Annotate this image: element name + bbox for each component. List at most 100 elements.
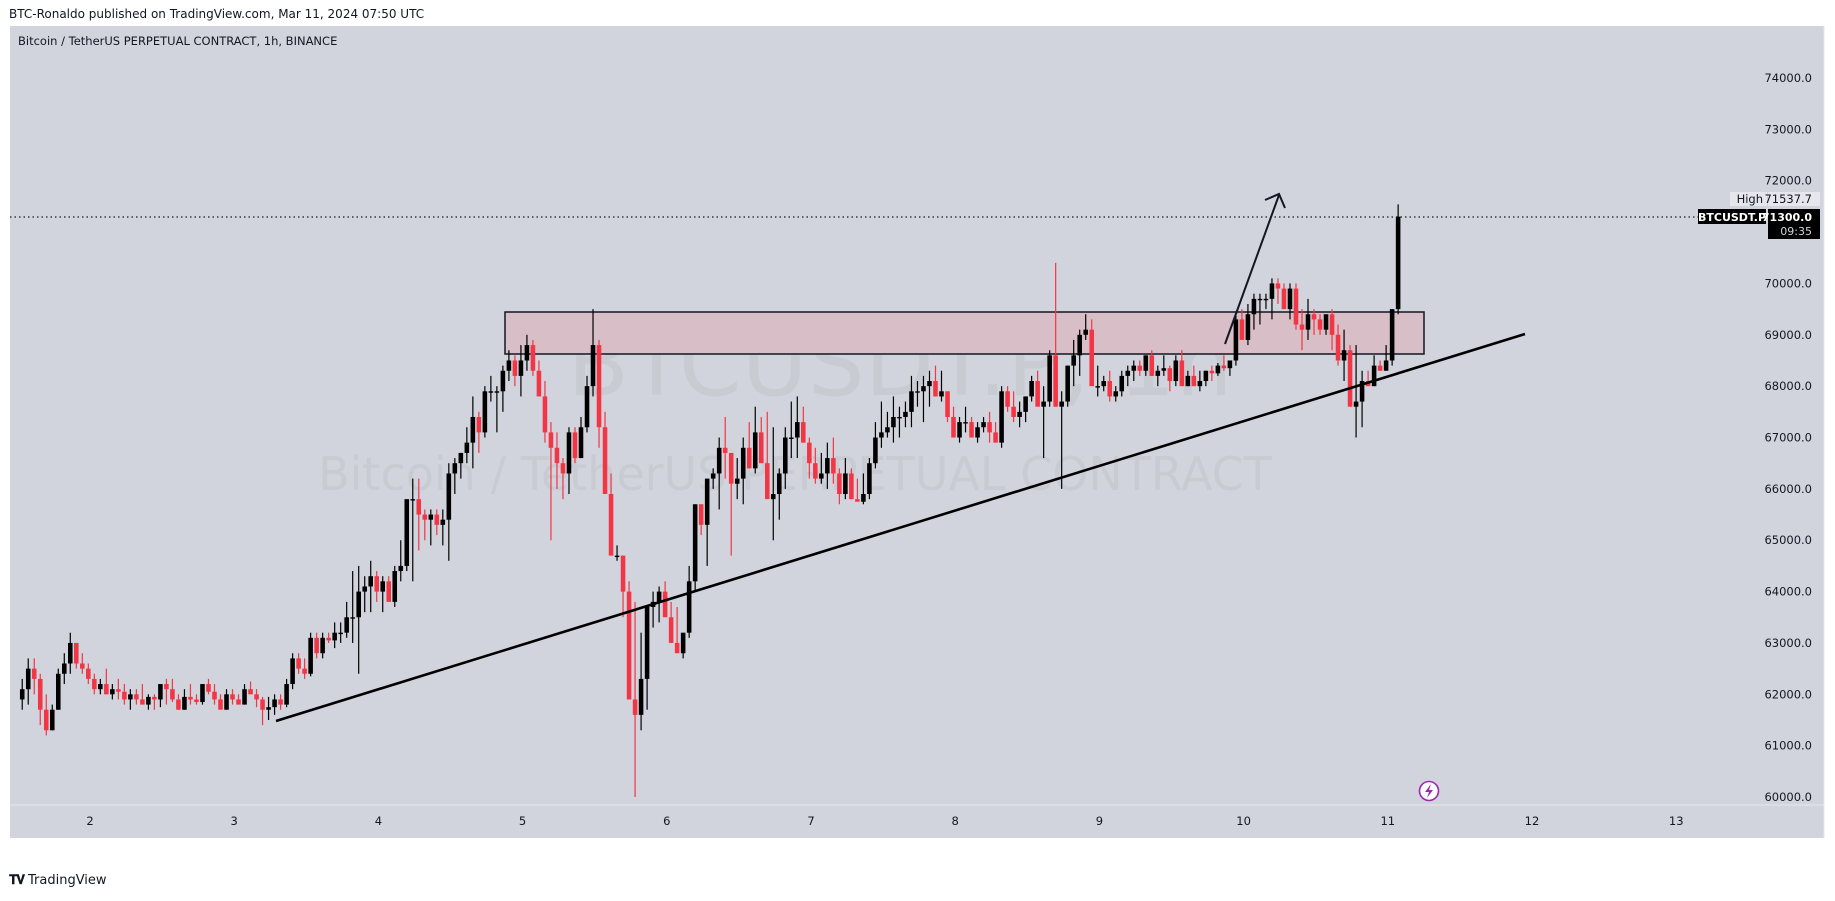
candle-body bbox=[98, 684, 103, 690]
candle-body bbox=[1281, 288, 1287, 310]
candle-body bbox=[416, 499, 422, 515]
candle-body bbox=[1065, 365, 1070, 402]
candle-body bbox=[789, 437, 794, 439]
candle-body bbox=[206, 684, 211, 692]
candle-body bbox=[602, 427, 608, 495]
candle-body bbox=[1131, 365, 1137, 371]
price-tick-label: 73000.0 bbox=[1764, 122, 1812, 136]
symbol-title[interactable]: Bitcoin / TetherUS PERPETUAL CONTRACT, 1… bbox=[18, 34, 338, 48]
candle-body bbox=[1233, 319, 1239, 361]
candle-body bbox=[1359, 381, 1365, 402]
candle-body bbox=[1389, 309, 1395, 361]
candle-body bbox=[957, 422, 962, 438]
price-tick-label: 69000.0 bbox=[1764, 328, 1812, 342]
candle-body bbox=[1143, 355, 1149, 371]
candle-body bbox=[873, 437, 878, 464]
candle-body bbox=[1251, 298, 1257, 315]
candle-body bbox=[668, 617, 674, 643]
candle-body bbox=[813, 463, 818, 479]
candle-body bbox=[1371, 365, 1377, 387]
candle-body bbox=[1047, 355, 1052, 402]
price-axis[interactable]: 74000.0 73000.0 72000.0 70000.0 69000.0 68000… bbox=[1764, 71, 1812, 804]
price-tick-label: 74000.0 bbox=[1764, 71, 1812, 85]
tradingview-logo[interactable]: 𝐓𝐕 TradingView bbox=[9, 873, 107, 888]
candle-body bbox=[1035, 381, 1040, 407]
candle-body bbox=[1023, 396, 1028, 412]
candle-body bbox=[1041, 401, 1046, 407]
time-tick-label: 12 bbox=[1525, 814, 1540, 828]
lightning-event-icon[interactable] bbox=[1418, 780, 1440, 802]
time-axis[interactable]: 2 3 4 5 6 7 8 9 10 11 12 13 bbox=[86, 814, 1683, 828]
breakout-arrow[interactable] bbox=[1224, 192, 1286, 345]
candle-body bbox=[542, 396, 548, 433]
candle-body bbox=[620, 555, 626, 592]
candle-body bbox=[302, 668, 307, 674]
candle-body bbox=[1005, 391, 1010, 407]
candle-body bbox=[338, 632, 343, 635]
candle-body bbox=[656, 591, 662, 602]
candle-body bbox=[248, 689, 253, 695]
candle-body bbox=[19, 689, 25, 700]
time-tick-label: 2 bbox=[86, 814, 93, 828]
candle-body bbox=[488, 391, 494, 393]
candle-body bbox=[1011, 406, 1016, 417]
candle-body bbox=[644, 607, 650, 679]
candle-body bbox=[674, 642, 680, 654]
candle-body bbox=[686, 581, 692, 633]
candle-body bbox=[1347, 350, 1353, 407]
candle-body bbox=[254, 694, 259, 700]
candle-body bbox=[891, 416, 896, 428]
candle-body bbox=[734, 478, 740, 484]
candle-body bbox=[284, 684, 289, 705]
resistance-zone[interactable] bbox=[504, 311, 1425, 355]
candle-body bbox=[1395, 216, 1401, 310]
price-tick-label: 60000.0 bbox=[1764, 790, 1812, 804]
candle-body bbox=[62, 663, 67, 674]
bar-countdown: 09:35 bbox=[1780, 225, 1812, 238]
candle-body bbox=[1191, 375, 1197, 387]
candle-body bbox=[398, 565, 404, 572]
candle-body bbox=[1305, 314, 1311, 330]
candle-body bbox=[608, 494, 614, 556]
candle-body bbox=[350, 617, 355, 619]
candle-body bbox=[404, 499, 410, 566]
candle-body bbox=[1299, 324, 1305, 330]
candle-body bbox=[236, 699, 241, 705]
candle-body bbox=[1311, 314, 1317, 320]
candle-body bbox=[266, 707, 271, 710]
candle-body bbox=[831, 458, 836, 474]
candle-body bbox=[308, 637, 313, 674]
candle-body bbox=[386, 581, 392, 602]
candle-body bbox=[1209, 370, 1215, 374]
candle-body bbox=[164, 684, 169, 690]
candle-body bbox=[1173, 360, 1179, 382]
ascending-trendline[interactable] bbox=[275, 332, 1526, 723]
price-tick-label: 67000.0 bbox=[1764, 431, 1812, 445]
candle-body bbox=[368, 576, 373, 587]
high-label: High bbox=[1737, 192, 1763, 206]
candle-body bbox=[716, 447, 722, 474]
candle-body bbox=[1383, 360, 1389, 371]
candle-body bbox=[921, 386, 926, 392]
time-tick-label: 3 bbox=[231, 814, 238, 828]
candle-body bbox=[86, 668, 91, 679]
candle-body bbox=[981, 422, 986, 428]
time-tick-label: 5 bbox=[519, 814, 526, 828]
candle-body bbox=[554, 447, 560, 464]
candle-body bbox=[1239, 319, 1245, 340]
candle-body bbox=[1125, 370, 1131, 376]
candle-body bbox=[476, 416, 482, 433]
candle-body bbox=[200, 684, 205, 703]
candle-body bbox=[80, 663, 85, 669]
candle-body bbox=[1179, 360, 1185, 387]
candle-body bbox=[110, 689, 115, 695]
candle-body bbox=[1167, 368, 1173, 382]
time-tick-label: 8 bbox=[952, 814, 959, 828]
candle-body bbox=[362, 586, 367, 592]
candle-body bbox=[752, 432, 758, 469]
candle-body bbox=[578, 427, 584, 459]
price-tick-label: 68000.0 bbox=[1764, 379, 1812, 393]
chart-panel[interactable] bbox=[10, 26, 1824, 838]
candle-body bbox=[1335, 334, 1341, 361]
